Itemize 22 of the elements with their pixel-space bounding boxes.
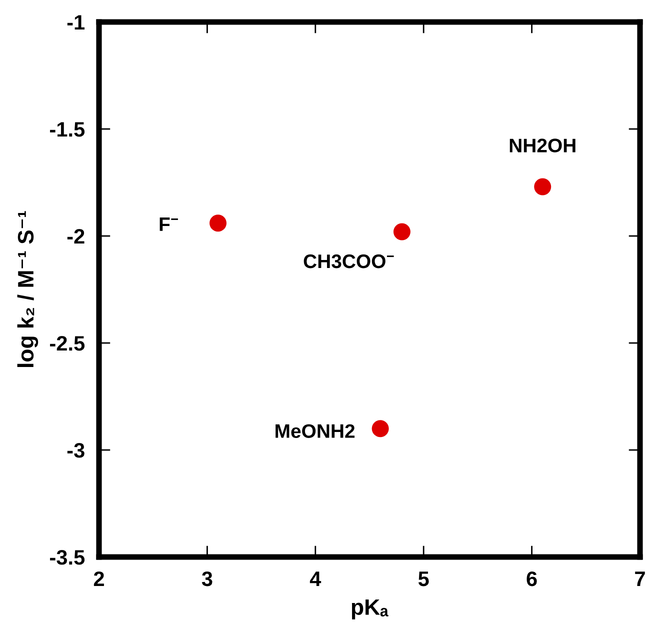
y-axis-title: log k₂ / M⁻¹ S⁻¹ xyxy=(17,211,38,367)
annotation: MeONH2 xyxy=(276,424,355,438)
y-tick-label: -1 xyxy=(67,15,85,30)
y-tick-label: -1.5 xyxy=(50,122,85,137)
x-tick-label: 5 xyxy=(418,572,429,586)
point xyxy=(534,178,552,196)
annotation: NH2OH xyxy=(510,138,576,152)
x-tick-label: 4 xyxy=(310,572,322,586)
point xyxy=(372,420,389,438)
y-tick-label: -3.5 xyxy=(50,550,85,565)
annotation: F$^{−}$ xyxy=(160,218,178,231)
y-tick-label: -3 xyxy=(67,443,84,458)
x-tick-label: 3 xyxy=(202,571,212,586)
x-axis-title: pKₐ xyxy=(352,599,388,620)
x-tick-label: 7 xyxy=(635,572,645,586)
annotation: CH3COO$^{−}$ xyxy=(304,254,394,268)
point xyxy=(210,214,227,232)
y-tick-label: -2 xyxy=(67,229,84,244)
y-tick-label: -2.5 xyxy=(50,336,85,351)
x-tick-label: 6 xyxy=(526,571,537,586)
point xyxy=(393,223,410,240)
x-tick-label: 2 xyxy=(94,571,104,586)
